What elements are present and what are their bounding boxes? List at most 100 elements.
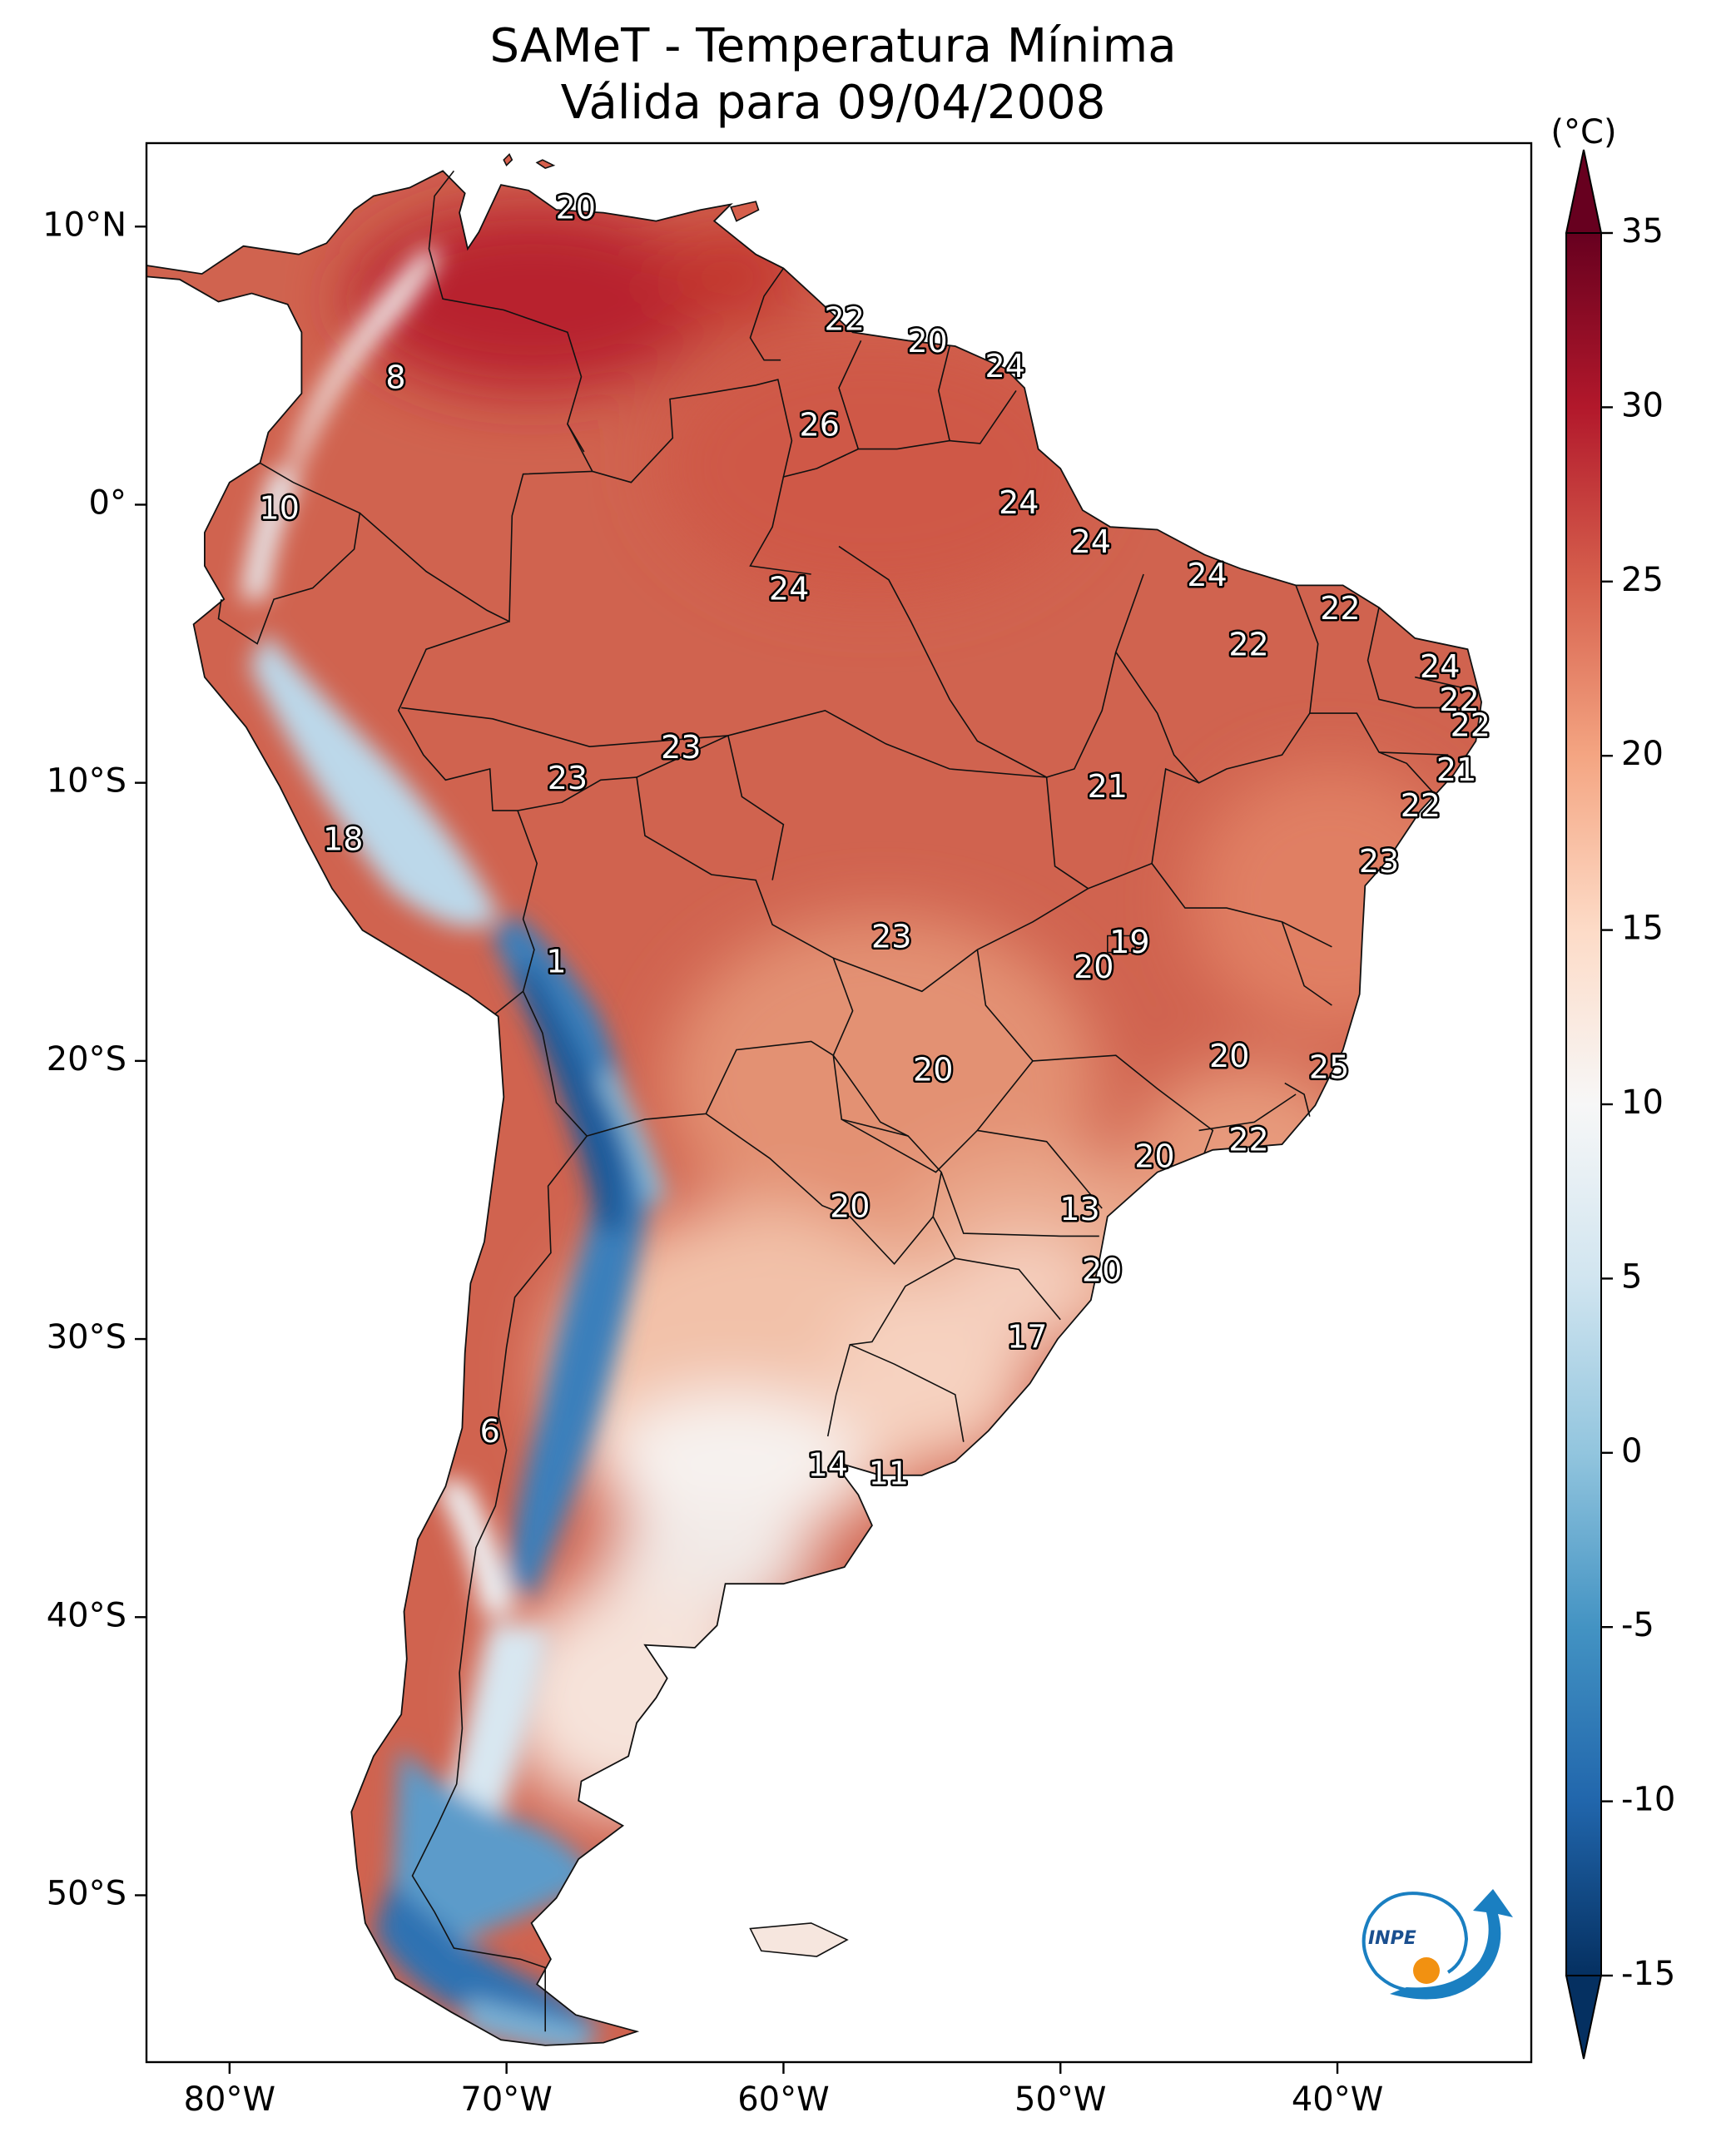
boundary-line: [838, 340, 862, 449]
station-value-label: 10: [260, 490, 300, 527]
boundary-line: [1415, 676, 1466, 689]
boundaries: [217, 170, 1468, 2032]
boundary-line: [937, 345, 950, 441]
lon-tick-label: 70°W: [460, 2080, 552, 2119]
station-value-label: 24: [1420, 648, 1460, 685]
station-value-label: 20: [830, 1188, 870, 1225]
boundary-line: [522, 990, 834, 1138]
colorbar-ticks: 35 30 25 20 15 10 5 0 -5 -10 -15: [1601, 212, 1675, 1993]
boundary-line: [1281, 921, 1332, 1006]
colorbar: (°C) 35 30 25 20 15 10 5 0 -5 -10 -15: [1550, 113, 1675, 2060]
lat-tick-label: 10°N: [42, 206, 126, 244]
station-value-label: 22: [1401, 787, 1441, 824]
station-value-label: 20: [907, 323, 947, 359]
station-value-label: 24: [1071, 523, 1111, 560]
colorbar-tick-label: -10: [1621, 1781, 1675, 1819]
station-value-label: 22: [1320, 590, 1360, 627]
station-value-label: 1: [546, 943, 566, 979]
coastline: [146, 170, 1483, 2046]
boundary-line: [838, 545, 1144, 778]
boundary-line: [1366, 607, 1468, 709]
station-value-label: 26: [800, 406, 840, 443]
station-value-label: 24: [985, 348, 1025, 384]
lon-tick-label: 80°W: [184, 2080, 275, 2119]
station-value-label: 21: [1436, 751, 1476, 788]
lon-tick-label: 50°W: [1014, 2080, 1106, 2119]
lat-tick-label: 30°S: [47, 1318, 126, 1356]
boundary-line: [636, 735, 729, 778]
island: [730, 201, 760, 222]
colorbar-gradient: [1565, 232, 1602, 1976]
lat-tick-label: 40°S: [47, 1596, 126, 1634]
boundary-line: [841, 950, 1034, 1173]
title-line-2: Válida para 09/04/2008: [560, 76, 1106, 130]
station-value-label: 18: [323, 821, 363, 857]
boundary-line: [1151, 863, 1332, 948]
boundary-line: [1045, 767, 1199, 890]
boundary-line: [217, 462, 361, 645]
island: [749, 1922, 849, 1957]
boundary-line: [749, 476, 811, 575]
colorbar-tick-label: 20: [1621, 735, 1664, 773]
colorbar-top-triangle: [1565, 149, 1603, 234]
boundary-line: [1032, 1054, 1214, 1153]
boundary-line: [1198, 1093, 1297, 1132]
station-value-label: 20: [1074, 949, 1114, 985]
colorbar-unit: (°C): [1550, 113, 1616, 151]
title-line-1: SAMeT - Temperatura Mínima: [489, 19, 1177, 73]
station-value-label: 21: [1088, 768, 1128, 805]
map-frame: [145, 141, 1533, 2064]
islands: [503, 153, 849, 1957]
colorbar-tick-label: 35: [1621, 212, 1664, 250]
station-value-label: 8: [385, 359, 405, 396]
station-value-label: 22: [1439, 682, 1479, 718]
colorbar-tick-label: 25: [1621, 561, 1664, 599]
colorbar-tick-label: 0: [1621, 1432, 1642, 1470]
colorbar-tick-label: 5: [1621, 1257, 1642, 1296]
map-title: SAMeT - Temperatura Mínima Válida para 0…: [0, 18, 1666, 131]
station-value-label: 24: [769, 571, 809, 607]
boundary-line: [401, 707, 1047, 778]
boundary-line: [955, 1257, 1061, 1321]
station-value-label: 23: [1359, 843, 1399, 880]
boundary-line: [832, 1054, 909, 1137]
inpe-logo: INPE: [1362, 1889, 1513, 2000]
station-value-label: 22: [1228, 1121, 1268, 1158]
lat-tick-label: 0°: [89, 483, 126, 522]
station-value-label: 20: [1082, 1252, 1122, 1288]
station-value-label: 11: [869, 1455, 909, 1491]
station-value-label: 23: [661, 729, 701, 766]
boundary-line: [977, 1129, 1103, 1209]
station-value-label: 22: [1228, 626, 1268, 662]
boundary-line: [727, 735, 785, 880]
boundary-line: [1284, 1082, 1311, 1117]
temperature-field: [146, 171, 1482, 2045]
station-value-label: 19: [1109, 924, 1149, 960]
boundary-line: [567, 379, 1017, 483]
boundary-line: [1107, 935, 1136, 954]
boundary-line: [1378, 751, 1449, 756]
station-value-label: 6: [480, 1413, 500, 1450]
station-value-label: 17: [1007, 1319, 1047, 1356]
colorbar-bottom-triangle: [1565, 1975, 1603, 2060]
station-value-label: 20: [1134, 1138, 1174, 1174]
boundary-line: [849, 1344, 965, 1442]
station-value-label: 24: [999, 484, 1039, 521]
station-value-label: 23: [548, 760, 588, 796]
boundary-line: [397, 621, 538, 1014]
station-value-label: 20: [556, 190, 596, 226]
colorbar-tick-label: 10: [1621, 1083, 1664, 1122]
colorbar-tick-label: -5: [1621, 1606, 1654, 1644]
lat-tick-label: 50°S: [47, 1874, 126, 1912]
island: [503, 153, 513, 167]
station-value-label: 20: [913, 1052, 953, 1088]
station-value-label: 14: [808, 1446, 848, 1483]
station-value-label: 22: [1451, 707, 1490, 743]
station-value-label: 25: [1309, 1049, 1349, 1085]
lon-tick-label: 40°W: [1292, 2080, 1383, 2119]
boundary-line: [517, 776, 854, 1056]
station-value-label: 20: [1209, 1038, 1249, 1074]
axis-ticks: 80°W 70°W 60°W 50°W 40°W 10°N 0° 10°S 20°S 30°S 40…: [42, 206, 1383, 2119]
